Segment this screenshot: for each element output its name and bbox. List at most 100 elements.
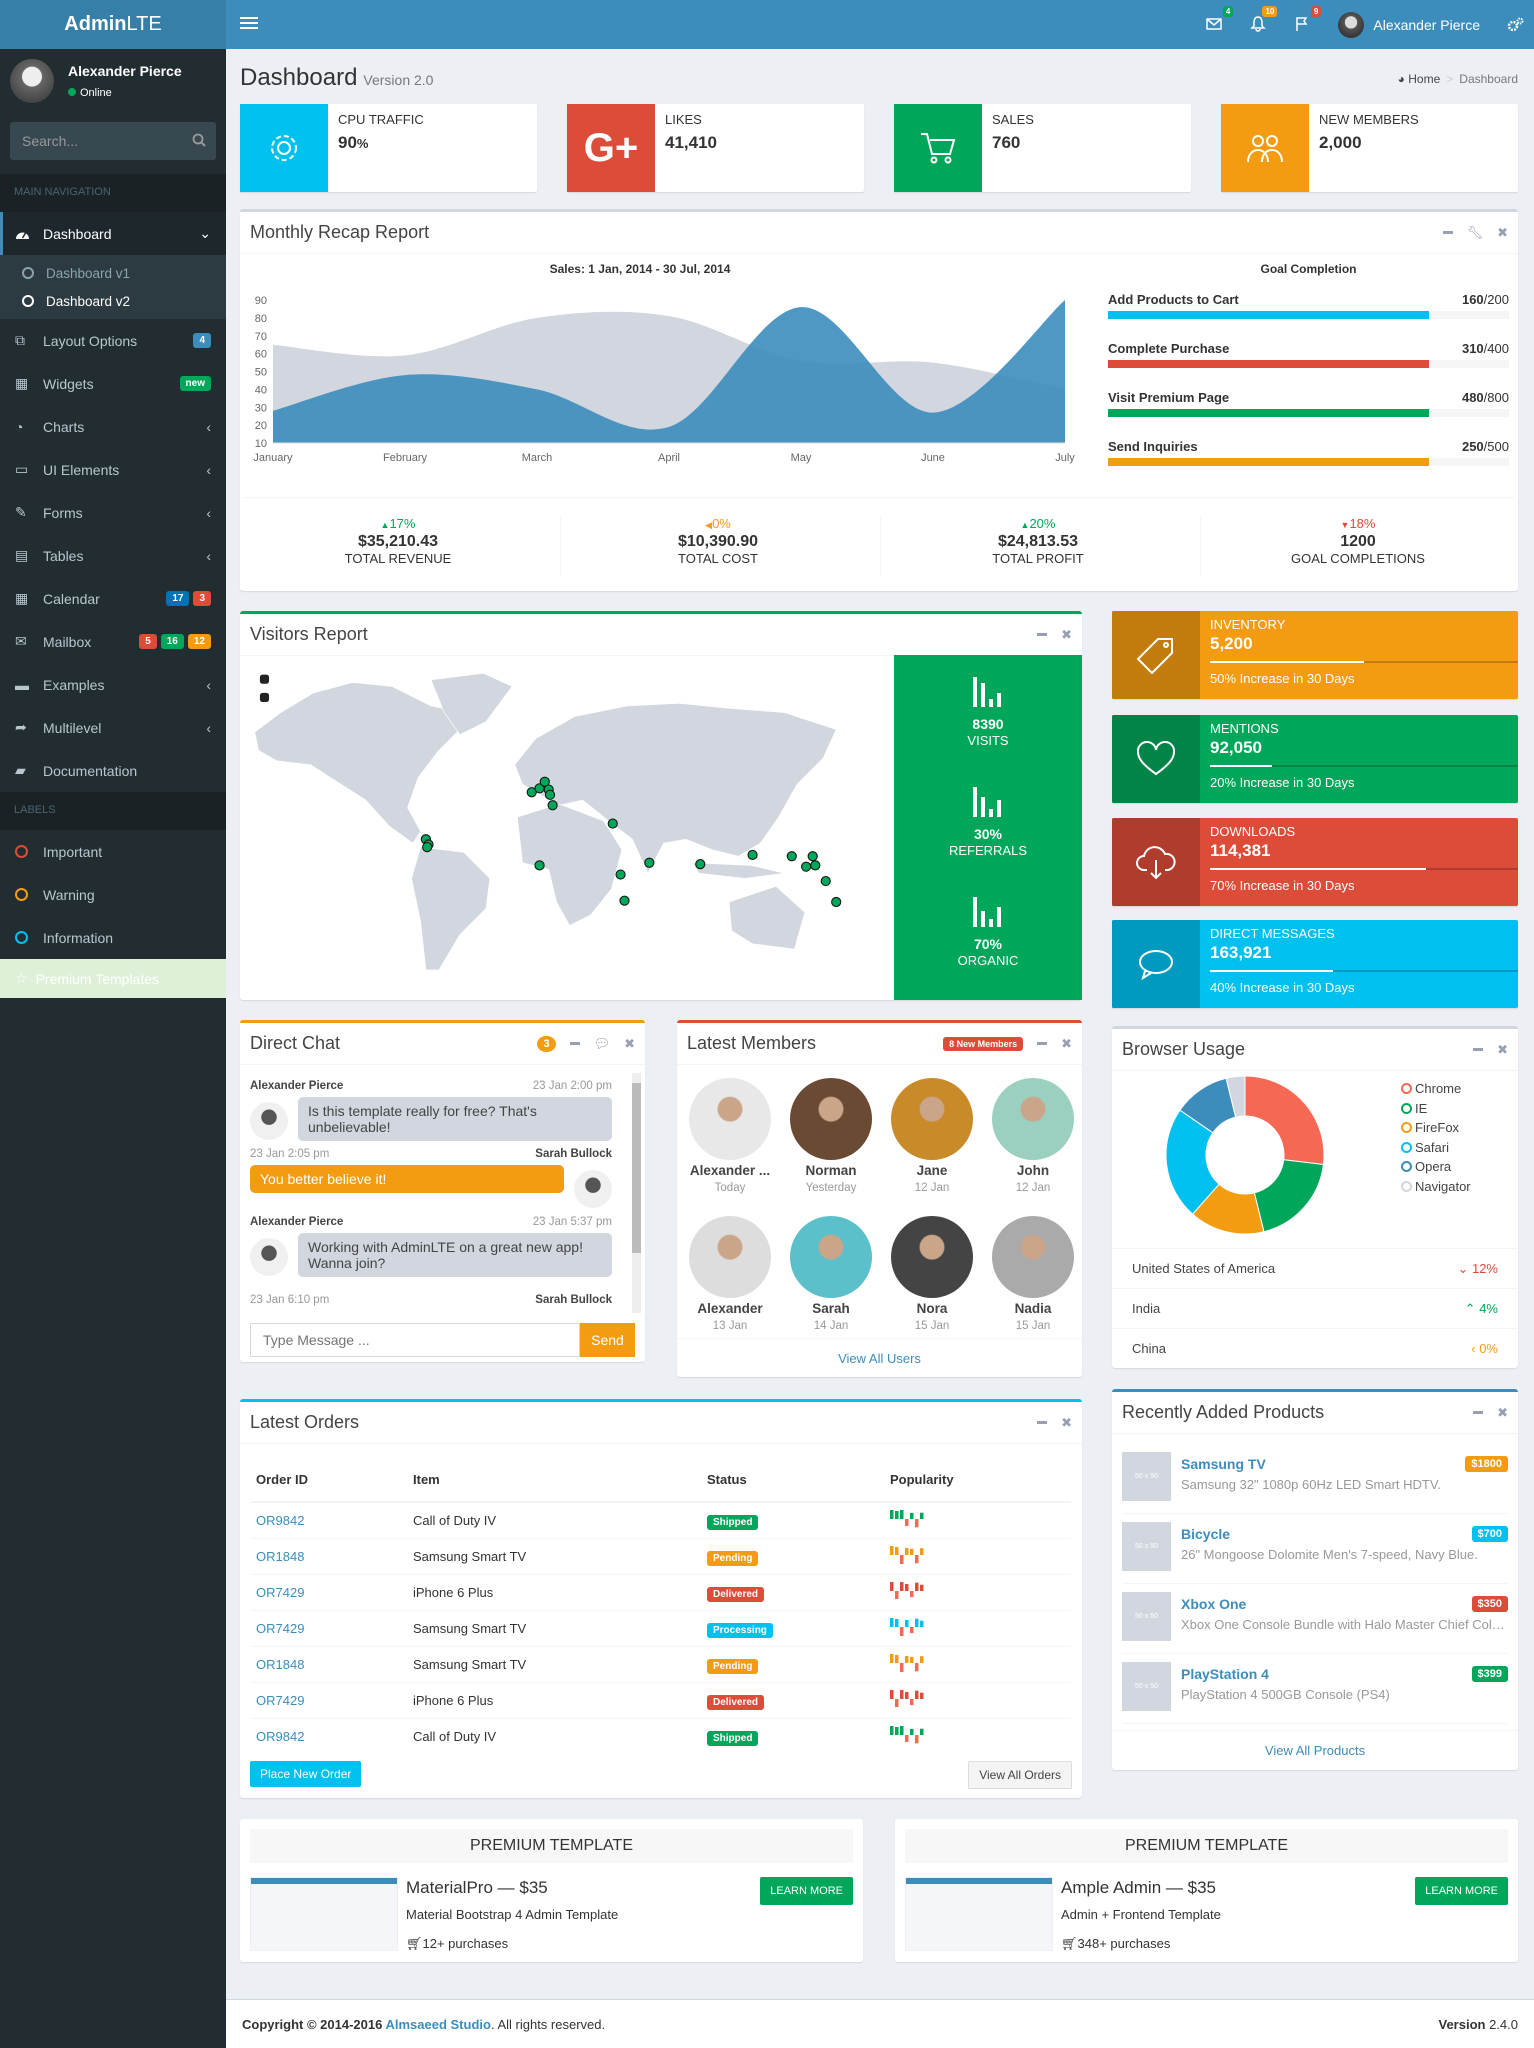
map-marker[interactable] bbox=[619, 895, 630, 906]
map-marker[interactable] bbox=[831, 896, 842, 908]
zoom-out-button[interactable] bbox=[259, 692, 270, 703]
order-id-link[interactable]: OR7429 bbox=[256, 1692, 305, 1708]
sidebar-item-multilevel[interactable]: ➦ Multilevel ‹ bbox=[0, 706, 226, 749]
sidebar-label-important[interactable]: Important bbox=[0, 830, 226, 873]
collapse-icon[interactable] bbox=[1037, 1042, 1048, 1045]
sidebar-item-widgets[interactable]: ▦ Widgets new bbox=[0, 362, 226, 405]
sidebar-item-examples[interactable]: ▬ Examples ‹ bbox=[0, 663, 226, 706]
member-item[interactable]: Sarah 14 Jan bbox=[780, 1216, 882, 1332]
order-id-link[interactable]: OR9842 bbox=[256, 1728, 305, 1744]
view-all-users-link[interactable]: View All Users bbox=[677, 1338, 1082, 1378]
chat-scrollbar[interactable] bbox=[632, 1073, 641, 1313]
breadcrumb-home[interactable]: Home bbox=[1408, 72, 1441, 86]
member-item[interactable]: Alexander ... Today bbox=[679, 1078, 781, 1194]
sidebar-item-ui-elements[interactable]: ▭ UI Elements ‹ bbox=[0, 448, 226, 491]
map-marker[interactable] bbox=[534, 860, 545, 871]
map-marker[interactable] bbox=[539, 776, 550, 787]
product-item[interactable]: 50 x 50 Bicycle $700 26" Mongoose Dolomite … bbox=[1122, 1514, 1508, 1584]
product-title[interactable]: Samsung TV bbox=[1181, 1456, 1266, 1472]
donut-slice-safari[interactable] bbox=[1165, 1109, 1220, 1215]
collapse-icon[interactable] bbox=[1037, 1421, 1048, 1424]
order-id-link[interactable]: OR1848 bbox=[256, 1656, 305, 1672]
sidebar-subitem-dashboard-v1[interactable]: Dashboard v1 bbox=[0, 259, 226, 287]
order-id-link[interactable]: OR9842 bbox=[256, 1512, 305, 1528]
logo[interactable]: Admin LTE bbox=[0, 0, 226, 49]
collapse-icon[interactable] bbox=[1473, 1411, 1484, 1414]
close-icon[interactable]: ✖ bbox=[624, 1035, 635, 1051]
collapse-icon[interactable] bbox=[1442, 231, 1453, 234]
country-row[interactable]: India ⌃ 4% bbox=[1112, 1288, 1518, 1328]
place-new-order-button[interactable]: Place New Order bbox=[250, 1761, 362, 1787]
map-marker[interactable] bbox=[607, 818, 618, 829]
product-item[interactable]: 50 x 50 Samsung TV $1800 Samsung 32" 1080p … bbox=[1122, 1444, 1508, 1514]
country-row[interactable]: United States of America ⌄ 12% bbox=[1112, 1248, 1518, 1288]
donut-slice-navigator[interactable] bbox=[1225, 1075, 1246, 1118]
close-icon[interactable]: ✖ bbox=[1061, 1414, 1072, 1430]
gears-icon[interactable] bbox=[1506, 16, 1524, 34]
sidebar-item-mailbox[interactable]: ✉ Mailbox 5 16 12 bbox=[0, 620, 226, 663]
sidebar-label-information[interactable]: Information bbox=[0, 916, 226, 959]
product-item[interactable]: 50 x 50 Xbox One $350 Xbox One Console Bund… bbox=[1122, 1584, 1508, 1654]
company-link[interactable]: Almsaeed Studio bbox=[385, 2016, 491, 2032]
search-input[interactable] bbox=[10, 122, 180, 160]
map-marker[interactable] bbox=[807, 851, 818, 862]
country-row[interactable]: China ‹ 0% bbox=[1112, 1328, 1518, 1368]
sidebar-item-calendar[interactable]: ▦ Calendar 17 3 bbox=[0, 577, 226, 620]
product-title[interactable]: Bicycle bbox=[1181, 1526, 1231, 1542]
sidebar-item-premium-templates[interactable]: ☆ Premium Templates bbox=[0, 959, 226, 998]
map-marker[interactable] bbox=[801, 861, 812, 872]
sidebar-item-tables[interactable]: ▤ Tables ‹ bbox=[0, 534, 226, 577]
map-marker[interactable] bbox=[820, 875, 831, 887]
order-id-link[interactable]: OR7429 bbox=[256, 1620, 305, 1636]
map-marker[interactable] bbox=[547, 800, 558, 811]
view-all-products-link[interactable]: View All Products bbox=[1112, 1730, 1518, 1770]
contacts-icon[interactable]: 💬︎ bbox=[593, 1035, 611, 1051]
order-id-link[interactable]: OR1848 bbox=[256, 1548, 305, 1564]
product-item[interactable]: 50 x 50 PlayStation 4 $399 PlayStation 4 50… bbox=[1122, 1654, 1508, 1724]
map-marker[interactable] bbox=[615, 869, 626, 880]
collapse-icon[interactable] bbox=[569, 1042, 580, 1045]
sidebar-item-layout-options[interactable]: ⧉ Layout Options 4 bbox=[0, 319, 226, 362]
donut-slice-ie[interactable] bbox=[1253, 1159, 1324, 1233]
wrench-icon[interactable]: 🔧︎ bbox=[1466, 224, 1484, 240]
world-map[interactable] bbox=[240, 655, 894, 1000]
member-item[interactable]: Jane 12 Jan bbox=[881, 1078, 983, 1194]
close-icon[interactable]: ✖ bbox=[1497, 1404, 1508, 1420]
close-icon[interactable]: ✖ bbox=[1061, 1035, 1072, 1051]
view-all-orders-button[interactable]: View All Orders bbox=[968, 1761, 1072, 1789]
member-item[interactable]: John 12 Jan bbox=[982, 1078, 1084, 1194]
map-marker[interactable] bbox=[810, 860, 821, 871]
member-item[interactable]: Norman Yesterday bbox=[780, 1078, 882, 1194]
sidebar-item-documentation[interactable]: ▰ Documentation bbox=[0, 749, 226, 792]
order-id-link[interactable]: OR7429 bbox=[256, 1584, 305, 1600]
sidebar-item-dashboard[interactable]: Dashboard ⌄ bbox=[0, 212, 226, 255]
learn-more-button[interactable]: LEARN MORE bbox=[760, 1877, 853, 1905]
close-icon[interactable]: ✖ bbox=[1497, 1041, 1508, 1057]
member-item[interactable]: Nora 15 Jan bbox=[881, 1216, 983, 1332]
learn-more-button[interactable]: LEARN MORE bbox=[1415, 1877, 1508, 1905]
tasks-menu[interactable]: 9 bbox=[1294, 5, 1322, 34]
sidebar-item-charts[interactable]: ◔ Charts ‹ bbox=[0, 405, 226, 448]
messages-menu[interactable]: 4 bbox=[1206, 5, 1234, 34]
collapse-icon[interactable] bbox=[1473, 1048, 1484, 1051]
map-marker[interactable] bbox=[695, 858, 706, 870]
notifications-menu[interactable]: 10 bbox=[1250, 5, 1278, 34]
send-button[interactable]: Send bbox=[580, 1323, 635, 1357]
map-marker[interactable] bbox=[786, 851, 797, 862]
member-item[interactable]: Alexander 13 Jan bbox=[679, 1216, 781, 1332]
map-marker[interactable] bbox=[747, 849, 758, 861]
map-marker[interactable] bbox=[644, 857, 655, 868]
donut-slice-chrome[interactable] bbox=[1244, 1075, 1325, 1166]
close-icon[interactable]: ✖ bbox=[1497, 224, 1508, 240]
message-input[interactable] bbox=[250, 1323, 580, 1357]
product-title[interactable]: PlayStation 4 bbox=[1181, 1666, 1269, 1682]
sidebar-toggle-icon[interactable] bbox=[240, 14, 258, 34]
zoom-in-button[interactable] bbox=[259, 674, 270, 684]
map-marker[interactable] bbox=[544, 789, 556, 800]
sidebar-item-forms[interactable]: ✎ Forms ‹ bbox=[0, 491, 226, 534]
sidebar-label-warning[interactable]: Warning bbox=[0, 873, 226, 916]
search-icon[interactable] bbox=[192, 133, 206, 147]
map-marker[interactable] bbox=[526, 787, 537, 798]
collapse-icon[interactable] bbox=[1037, 633, 1048, 636]
user-menu[interactable]: Alexander Pierce bbox=[1338, 11, 1480, 38]
